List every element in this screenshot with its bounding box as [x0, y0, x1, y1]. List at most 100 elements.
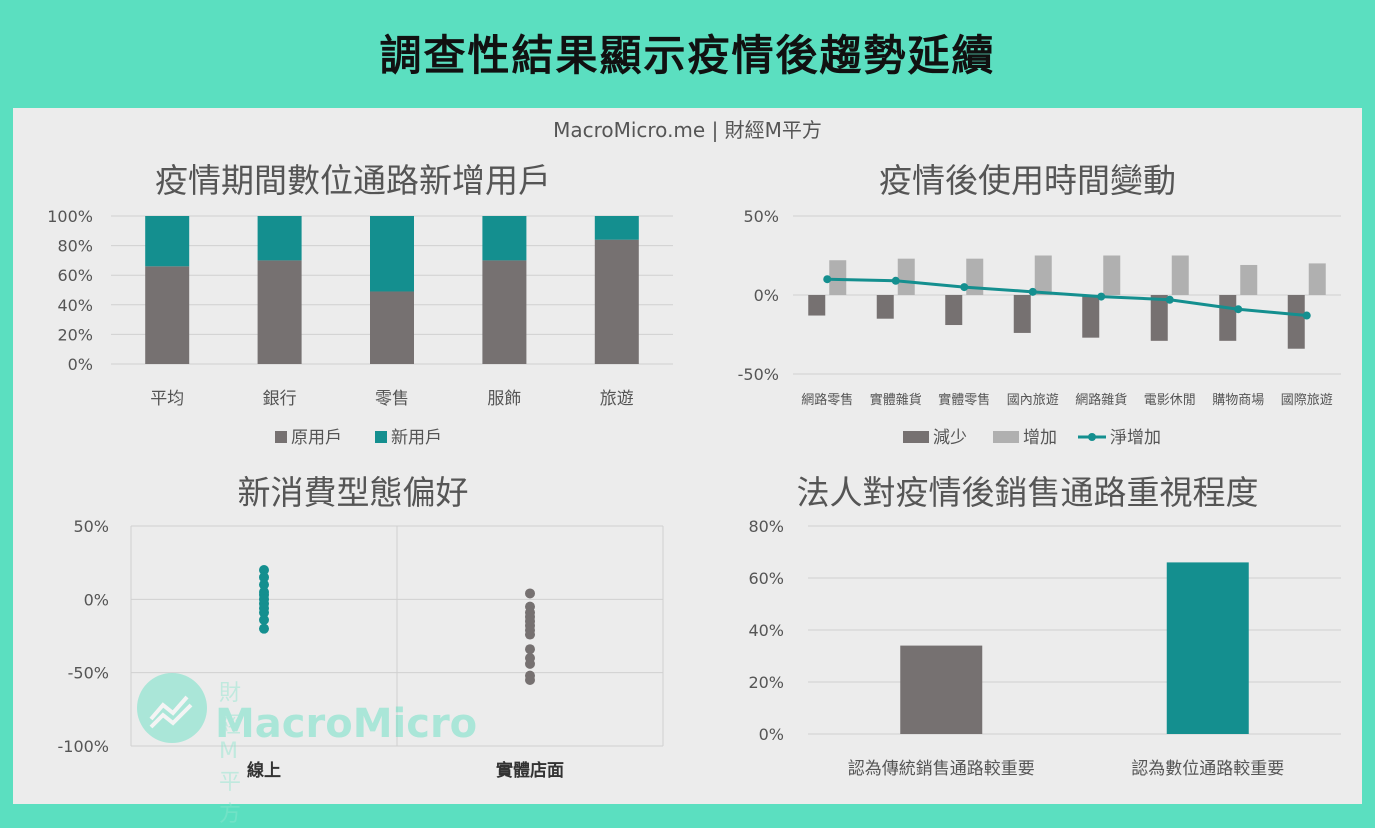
x-tick-label: 網路雜貨 [1075, 392, 1127, 408]
scatter-point [525, 629, 535, 640]
chart-title: 新消費型態偏好 [237, 473, 469, 512]
y-tick-label: 80% [57, 237, 93, 256]
y-tick-label: -50% [738, 365, 779, 384]
legend-swatch [993, 431, 1019, 443]
dashboard-panel: MacroMicro.me | 財經M平方 疫情期間數位通路新增用戶 0% 20%… [13, 108, 1362, 827]
bar [594, 239, 639, 364]
x-tick-label: 零售 [375, 389, 409, 409]
legend-label: 淨增加 [1110, 428, 1161, 448]
scatter-point [259, 607, 269, 618]
y-tick-label: -50% [68, 664, 109, 683]
x-tick-label: 國內旅遊 [1007, 393, 1059, 408]
chart-consumption-preference: 新消費型態偏好 -100% -50% 0% 50% 線上 實體店面 [13, 458, 693, 804]
logo-icon [137, 673, 207, 743]
x-tick-label: 網路零售 [801, 392, 853, 408]
net-increase-point [1165, 295, 1174, 304]
y-tick-label: 100% [47, 207, 93, 226]
chart-plot: -50% 0% 50% 網路零售 實體雜貨 實體零售 國內旅遊 網路雜貨 電影休閒 購物商場 國際旅… [738, 207, 1341, 448]
y-tick-label: 60% [748, 569, 784, 588]
scatter-point [525, 588, 535, 599]
x-tick-label: 國際旅遊 [1281, 393, 1333, 408]
scatter-point [259, 579, 269, 590]
bar-increase [1308, 263, 1326, 295]
chart-plot: -100% -50% 0% 50% 線上 實體店面 [57, 517, 664, 781]
bar [145, 216, 190, 267]
chart-usage-time-change: 疫情後使用時間變動 -50% 0% 50% 網路零售 實體雜貨 實體零售 國內旅遊 網路雜貨 電… [693, 148, 1362, 468]
chart-new-digital-users: 疫情期間數位通路新增用戶 0% 20% 40% 60% 80% 100% 平均 銀行 零售 服飾 旅… [13, 148, 693, 468]
page-title: 調查性結果顯示疫情後趨勢延續 [379, 31, 996, 80]
y-tick-label: 40% [57, 296, 93, 315]
bar [900, 645, 983, 734]
bar-decrease [945, 295, 963, 326]
legend-label: 增加 [1023, 428, 1057, 448]
bar [257, 260, 302, 364]
chart-sales-channel-importance: 法人對疫情後銷售通路重視程度 0% 20% 40% 60% 80% 認為傳統銷售通路較重要… [693, 458, 1362, 804]
bar [594, 216, 639, 240]
net-increase-point [891, 276, 900, 285]
bar-increase [1034, 255, 1052, 295]
x-tick-label: 認為傳統銷售通路較重要 [848, 759, 1035, 779]
net-increase-point [960, 283, 969, 292]
x-tick-label: 電影休閒 [1144, 393, 1196, 408]
x-tick-label: 服飾 [487, 389, 521, 409]
chart-title: 法人對疫情後銷售通路重視程度 [796, 473, 1259, 512]
chart-logo-icon [149, 695, 193, 729]
bar-decrease [1287, 295, 1305, 349]
bar [1166, 562, 1249, 734]
scatter-point [525, 644, 535, 655]
legend-swatch [275, 431, 287, 443]
legend-label: 新用戶 [391, 428, 442, 448]
y-tick-label: 40% [748, 621, 784, 640]
bar [482, 260, 527, 364]
chart-title: 疫情後使用時間變動 [879, 161, 1176, 200]
net-increase-line [827, 277, 1307, 318]
x-tick-label: 購物商場 [1212, 393, 1264, 408]
x-tick-label: 線上 [247, 760, 281, 781]
y-tick-label: 80% [748, 517, 784, 536]
scatter-point [259, 623, 269, 634]
legend-swatch [1088, 433, 1096, 441]
bar [370, 291, 414, 364]
bar-increase [1103, 255, 1121, 295]
chart-plot: 0% 20% 40% 60% 80% 認為傳統銷售通路較重要 認為數位通路較重要 [748, 517, 1341, 779]
bar-increase [966, 258, 984, 295]
y-tick-label: 60% [57, 266, 93, 285]
scatter-point [525, 675, 535, 685]
x-tick-label: 實體店面 [496, 760, 564, 781]
legend-swatch [375, 431, 387, 443]
x-tick-label: 平均 [150, 389, 184, 409]
x-tick-label: 實體零售 [938, 392, 990, 408]
net-increase-point [1097, 292, 1106, 301]
legend-label: 減少 [933, 428, 967, 448]
bar [482, 216, 527, 261]
bar-decrease [1082, 295, 1100, 338]
watermark-subtitle: 財 經 M 平 方 [219, 681, 254, 827]
scatter-point [525, 658, 535, 669]
y-tick-label: 0% [754, 286, 779, 305]
bar-increase [897, 258, 915, 295]
y-tick-label: -100% [57, 737, 109, 756]
bar-decrease [876, 295, 894, 319]
net-increase-point [1234, 305, 1243, 314]
legend-label: 原用戶 [291, 428, 342, 448]
watermark-brand: MacroMicro [215, 701, 478, 747]
legend-swatch [903, 431, 929, 443]
net-increase-point [823, 275, 832, 284]
bar-decrease [1150, 295, 1168, 341]
x-tick-label: 實體雜貨 [870, 392, 922, 408]
bar-decrease [1219, 295, 1237, 341]
bar-increase [1171, 255, 1189, 295]
bar-decrease [1013, 295, 1031, 333]
scatter-point [259, 565, 269, 575]
y-tick-label: 0% [759, 725, 784, 744]
bar [370, 216, 414, 292]
chart-title: 疫情期間數位通路新增用戶 [155, 161, 551, 200]
x-tick-label: 銀行 [263, 389, 297, 409]
bar [145, 266, 190, 364]
y-tick-label: 0% [84, 590, 109, 609]
y-tick-label: 20% [57, 325, 93, 344]
y-tick-label: 0% [68, 355, 93, 374]
bar-decrease [808, 295, 826, 316]
net-increase-point [1302, 311, 1311, 320]
